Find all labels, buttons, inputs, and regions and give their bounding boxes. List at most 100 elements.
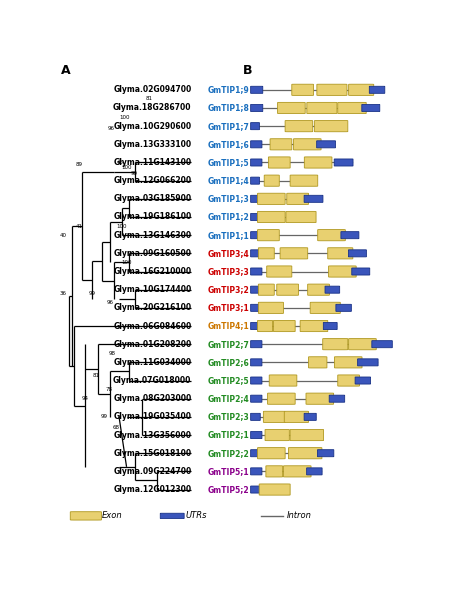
FancyBboxPatch shape: [258, 302, 283, 313]
FancyBboxPatch shape: [293, 139, 321, 150]
Text: 96: 96: [108, 127, 115, 131]
FancyBboxPatch shape: [258, 248, 274, 259]
FancyBboxPatch shape: [280, 248, 308, 259]
FancyBboxPatch shape: [257, 211, 285, 223]
FancyBboxPatch shape: [355, 377, 371, 384]
FancyBboxPatch shape: [307, 468, 322, 475]
Text: GmTIP2;5: GmTIP2;5: [208, 376, 249, 385]
FancyBboxPatch shape: [251, 432, 262, 439]
FancyBboxPatch shape: [251, 177, 259, 184]
Text: Glyma.12G066200: Glyma.12G066200: [113, 176, 191, 185]
Text: A: A: [61, 64, 71, 78]
FancyBboxPatch shape: [251, 122, 259, 130]
FancyBboxPatch shape: [310, 302, 340, 313]
FancyBboxPatch shape: [251, 141, 262, 148]
Text: Glyma.06G084600: Glyma.06G084600: [113, 322, 191, 331]
FancyBboxPatch shape: [290, 429, 324, 441]
FancyBboxPatch shape: [257, 193, 285, 204]
Text: Glyma.08G203000: Glyma.08G203000: [113, 394, 191, 403]
FancyBboxPatch shape: [323, 322, 337, 330]
Text: GmTIP3;1: GmTIP3;1: [208, 303, 249, 312]
FancyBboxPatch shape: [259, 484, 290, 495]
FancyBboxPatch shape: [251, 450, 262, 457]
FancyBboxPatch shape: [314, 121, 348, 132]
FancyBboxPatch shape: [318, 230, 345, 241]
FancyBboxPatch shape: [251, 377, 262, 384]
FancyBboxPatch shape: [307, 102, 337, 113]
Text: B: B: [243, 64, 253, 78]
FancyBboxPatch shape: [251, 413, 260, 420]
Text: GmTIP5;2: GmTIP5;2: [208, 485, 249, 494]
FancyBboxPatch shape: [251, 214, 262, 220]
FancyBboxPatch shape: [348, 338, 376, 350]
Text: 100: 100: [116, 224, 127, 229]
Text: Glyma.09G160500: Glyma.09G160500: [113, 249, 191, 258]
FancyBboxPatch shape: [285, 121, 313, 132]
FancyBboxPatch shape: [348, 250, 366, 257]
FancyBboxPatch shape: [251, 286, 263, 293]
FancyBboxPatch shape: [265, 429, 289, 441]
Text: 78: 78: [105, 387, 112, 392]
Text: 40: 40: [60, 233, 66, 238]
Text: UTRs: UTRs: [186, 512, 208, 521]
FancyBboxPatch shape: [269, 375, 297, 386]
FancyBboxPatch shape: [267, 393, 295, 404]
Text: 36: 36: [60, 291, 66, 296]
FancyBboxPatch shape: [328, 266, 356, 277]
Text: Glyma.07G018000: Glyma.07G018000: [113, 376, 191, 385]
FancyBboxPatch shape: [304, 195, 323, 202]
Text: Glyma.19G186100: Glyma.19G186100: [113, 213, 191, 221]
Text: 81: 81: [93, 373, 100, 377]
Text: 99: 99: [100, 414, 108, 419]
FancyBboxPatch shape: [338, 375, 359, 386]
FancyBboxPatch shape: [317, 141, 336, 148]
Text: Glyma.13G333100: Glyma.13G333100: [113, 140, 191, 149]
Text: GmTIP1;1: GmTIP1;1: [208, 230, 249, 239]
Text: Glyma.09G224700: Glyma.09G224700: [113, 467, 191, 476]
FancyBboxPatch shape: [273, 321, 295, 331]
FancyBboxPatch shape: [251, 195, 262, 202]
FancyBboxPatch shape: [70, 512, 101, 520]
Text: Glyma.20G216100: Glyma.20G216100: [113, 303, 191, 312]
FancyBboxPatch shape: [338, 102, 366, 113]
FancyBboxPatch shape: [283, 466, 311, 477]
Text: GmTIP2;1: GmTIP2;1: [208, 430, 249, 439]
Text: 98: 98: [108, 351, 115, 356]
Text: GmTIP3;3: GmTIP3;3: [208, 267, 249, 276]
Text: GmTIP2;2: GmTIP2;2: [208, 449, 249, 458]
FancyBboxPatch shape: [304, 413, 316, 420]
FancyBboxPatch shape: [278, 102, 305, 113]
FancyBboxPatch shape: [325, 286, 340, 293]
Text: Glyma.02G094700: Glyma.02G094700: [113, 85, 191, 94]
FancyBboxPatch shape: [362, 104, 380, 112]
FancyBboxPatch shape: [251, 304, 263, 312]
FancyBboxPatch shape: [277, 284, 299, 296]
FancyBboxPatch shape: [251, 232, 262, 239]
Text: Glyma.11G034000: Glyma.11G034000: [113, 358, 191, 367]
FancyBboxPatch shape: [251, 250, 263, 257]
FancyBboxPatch shape: [251, 359, 262, 366]
FancyBboxPatch shape: [257, 230, 279, 241]
Text: 89: 89: [76, 162, 83, 167]
Text: GmTIP3;2: GmTIP3;2: [208, 285, 249, 294]
FancyBboxPatch shape: [284, 411, 309, 423]
FancyBboxPatch shape: [268, 157, 290, 168]
FancyBboxPatch shape: [251, 341, 262, 347]
Text: 41: 41: [76, 224, 83, 229]
FancyBboxPatch shape: [369, 87, 385, 93]
Text: Intron: Intron: [287, 512, 312, 521]
FancyBboxPatch shape: [306, 393, 334, 404]
Text: Glyma.18G286700: Glyma.18G286700: [113, 103, 191, 112]
Text: GmTIP1;5: GmTIP1;5: [208, 158, 249, 167]
Text: 100: 100: [121, 260, 132, 265]
Text: GmTIP1;8: GmTIP1;8: [207, 103, 249, 112]
Text: GmTIP1;2: GmTIP1;2: [208, 213, 249, 221]
FancyBboxPatch shape: [300, 321, 328, 331]
FancyBboxPatch shape: [251, 268, 262, 275]
Text: GmTIP1;7: GmTIP1;7: [207, 122, 249, 131]
Text: GmTIP1;9: GmTIP1;9: [208, 85, 249, 94]
FancyBboxPatch shape: [357, 359, 378, 366]
FancyBboxPatch shape: [287, 193, 309, 204]
FancyBboxPatch shape: [341, 232, 359, 239]
Text: Glyma.13G146300: Glyma.13G146300: [113, 230, 191, 239]
